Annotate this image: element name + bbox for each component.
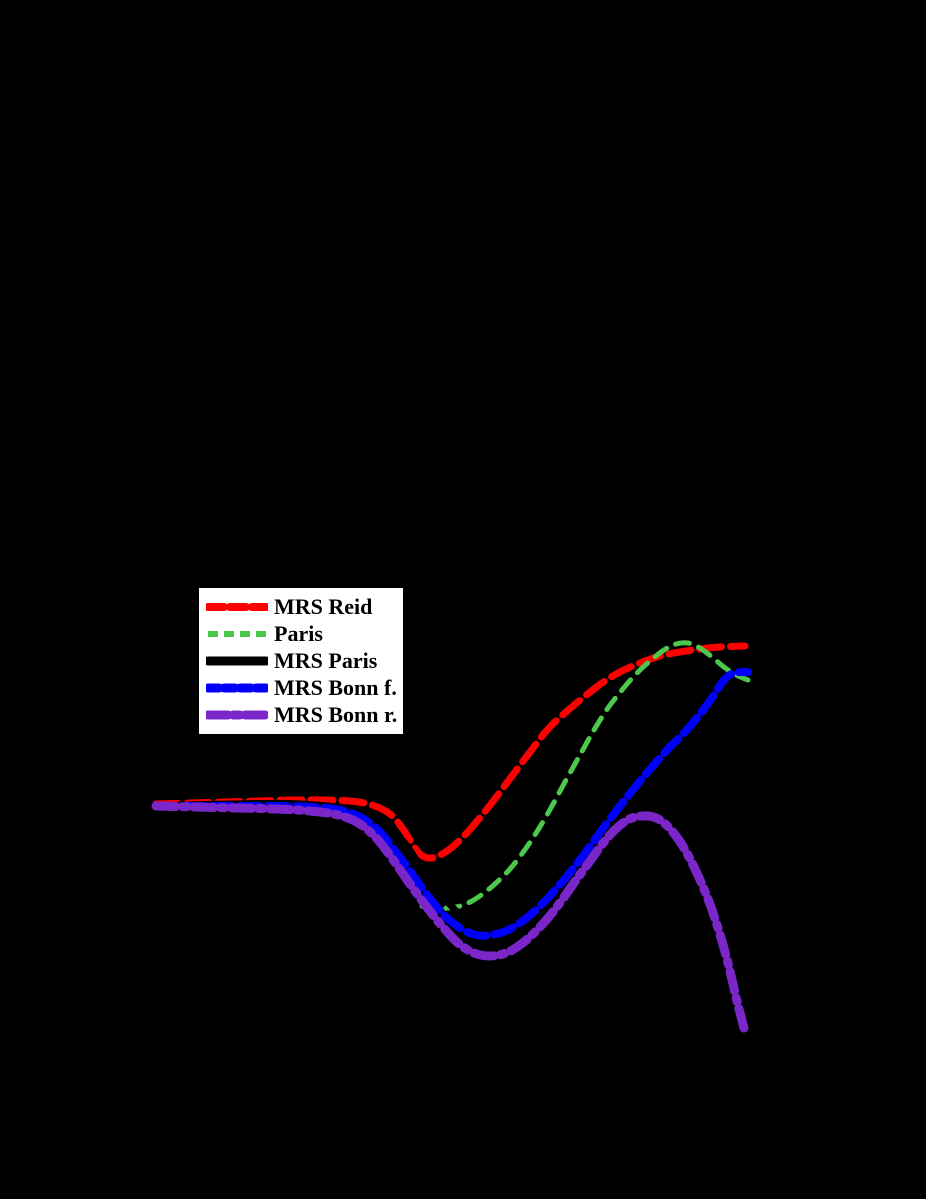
series-group bbox=[151, 640, 752, 1037]
legend-label-mrs-bonn-r: MRS Bonn r. bbox=[274, 702, 398, 727]
legend-row-0[interactable]: MRS Reid bbox=[206, 594, 395, 620]
legend-row-2[interactable]: MRS Paris bbox=[206, 648, 395, 674]
legend-swatch-paris bbox=[206, 621, 268, 647]
series-line-mrs-reid bbox=[152, 642, 749, 862]
legend-label-mrs-paris: MRS Paris bbox=[274, 648, 378, 673]
legend-label-mrs-reid: MRS Reid bbox=[274, 594, 373, 619]
legend-row-1[interactable]: Paris bbox=[206, 621, 395, 647]
legend-swatch-mrs-reid bbox=[206, 594, 268, 620]
legend-label-paris: Paris bbox=[274, 621, 323, 646]
legend-swatch-mrs-paris bbox=[206, 648, 268, 674]
series-line-paris bbox=[419, 640, 751, 911]
legend-row-3[interactable]: MRS Bonn f. bbox=[206, 675, 397, 701]
legend-label-mrs-bonn-f: MRS Bonn f. bbox=[274, 675, 397, 700]
legend-row-4[interactable]: MRS Bonn r. bbox=[206, 702, 398, 728]
series-line-mrs-bonn-f bbox=[152, 668, 752, 940]
legend-swatch-mrs-bonn-r bbox=[206, 702, 268, 728]
legend-swatch-mrs-bonn-f bbox=[206, 675, 268, 701]
series-line-mrs-bonn-r bbox=[151, 801, 750, 1037]
chart-legend: MRS Reid Paris MRS Paris bbox=[198, 587, 404, 735]
